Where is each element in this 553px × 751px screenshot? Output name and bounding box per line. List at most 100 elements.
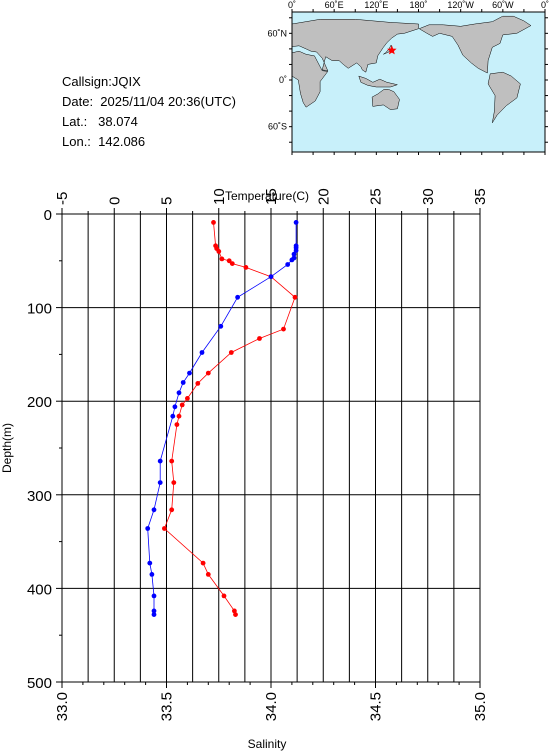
map-lon-label: 120˚E [364,0,388,10]
salinity-data-point [157,480,163,485]
salinity-tick-label: 34.0 [263,692,280,721]
salinity-data-point [285,262,291,267]
temperature-data-point [221,593,227,599]
salinity-data-point [151,612,157,617]
temperature-data-point [179,402,185,408]
salinity-data-point [199,350,205,355]
depth-tick-label: 300 [27,488,52,505]
depth-axis-title: Depth(m) [0,423,14,473]
chart-grid [62,214,480,682]
australia-land [371,89,400,110]
salinity-data-point [172,404,178,410]
temperature-data-point [219,256,225,262]
temperature-data-point [257,336,262,341]
salinity-data-point [268,274,274,280]
africa-land [291,50,329,108]
salinity-data-point [293,248,299,253]
map-ticks [289,9,548,155]
temperature-tick-label: 30 [420,188,437,205]
station-marker [387,45,397,55]
map-lat-label: 60˚S [268,122,287,132]
temperature-data-point [169,458,175,464]
depth-tick-label: 500 [27,675,52,692]
north-america-land [418,15,532,74]
temperature-axis-title: Temperature(C) [225,189,309,203]
map-lon-label: 0˚ [288,0,296,10]
salinity-data-point [187,370,192,376]
temperature-data-point [171,480,177,485]
depth-tick-label: 200 [27,394,52,411]
map-lon-label: 180˚ [409,0,427,10]
salinity-data-point [147,560,153,566]
temperature-data-point [195,381,201,386]
salinity-data-point [293,220,299,225]
salinity-data-point [289,257,295,263]
temperature-data-point [211,220,216,225]
salinity-tick-label: 34.5 [368,692,385,721]
map-lat-label: 60˚N [267,28,287,38]
temperature-tick-label: 25 [368,188,385,205]
temperature-data-point [216,249,222,254]
depth-tick-label: 100 [27,301,52,318]
temperature-data-point [233,612,238,617]
temperature-data-point [205,370,211,376]
callsign-text: Callsign:JQIX [62,74,141,89]
temperature-profile-line [163,222,296,615]
salinity-data-point [176,390,182,396]
temperature-tick-label: 20 [315,188,332,205]
salinity-data-point [149,572,155,577]
latitude-text: Lat.: 38.074 [62,114,138,129]
temperature-data-point [229,261,235,266]
map-land [291,15,532,150]
location-map: 0˚ 60˚E 120˚E 180˚ 120˚W 60˚W 0˚ 60˚N 0˚ 60˚S [267,0,549,155]
map-lon-label: 0˚ [541,0,549,10]
temperature-data-point [205,572,211,577]
south-america-land [487,71,521,123]
temperature-tick-label: 0 [106,197,123,205]
salinity-data-point [151,593,157,599]
temperature-data-point [200,560,206,566]
salinity-data-point [235,294,241,300]
salinity-data-point [145,526,151,531]
temperature-data-point [232,608,237,614]
salinity-data-point [180,380,186,385]
temperature-data-point [281,326,286,332]
temperature-data-point [169,507,175,513]
salinity-data-point [291,251,297,257]
temperature-data-point [226,258,232,264]
salinity-profile-line [147,222,297,615]
station-star-icon [387,45,397,55]
depth-tick-label: 400 [27,581,52,598]
temperature-data-point [185,396,190,401]
map-lon-label: 120˚W [447,0,474,10]
salinity-axis-title: Salinity [248,737,287,751]
map-lon-label: 60˚E [325,0,344,10]
eurasia-land [291,19,419,73]
temperature-data-point [243,265,249,270]
longitude-text: Lon.: 142.086 [62,134,146,149]
date-text: Date: 2025/11/04 20:36(UTC) [62,94,236,109]
temperature-tick-label: 15 [263,188,280,205]
temperature-data-point [176,413,182,419]
temperature-tick-label: 5 [159,197,176,205]
map-lat-label: 0˚ [279,75,287,85]
indonesia-land [358,75,399,88]
map-labels: 0˚ 60˚E 120˚E 180˚ 120˚W 60˚W 0˚ 60˚N 0˚ 60˚S [267,0,549,132]
salinity-data-point [170,413,176,419]
salinity-data-point [218,323,224,329]
map-lon-label: 60˚W [492,0,514,10]
temperature-tick-label: -5 [54,192,71,205]
salinity-data-point [151,608,157,614]
salinity-tick-label: 33.5 [159,692,176,721]
salinity-data-point [151,507,157,513]
temperature-data-point [228,350,234,355]
temperature-tick-label: 10 [211,188,228,205]
depth-tick-label: 0 [44,207,52,224]
temperature-tick-label: 35 [472,188,489,205]
salinity-data-point [157,458,163,464]
temperature-data-point [162,526,167,531]
chart-series [145,220,299,617]
temperature-data-point [292,294,298,300]
